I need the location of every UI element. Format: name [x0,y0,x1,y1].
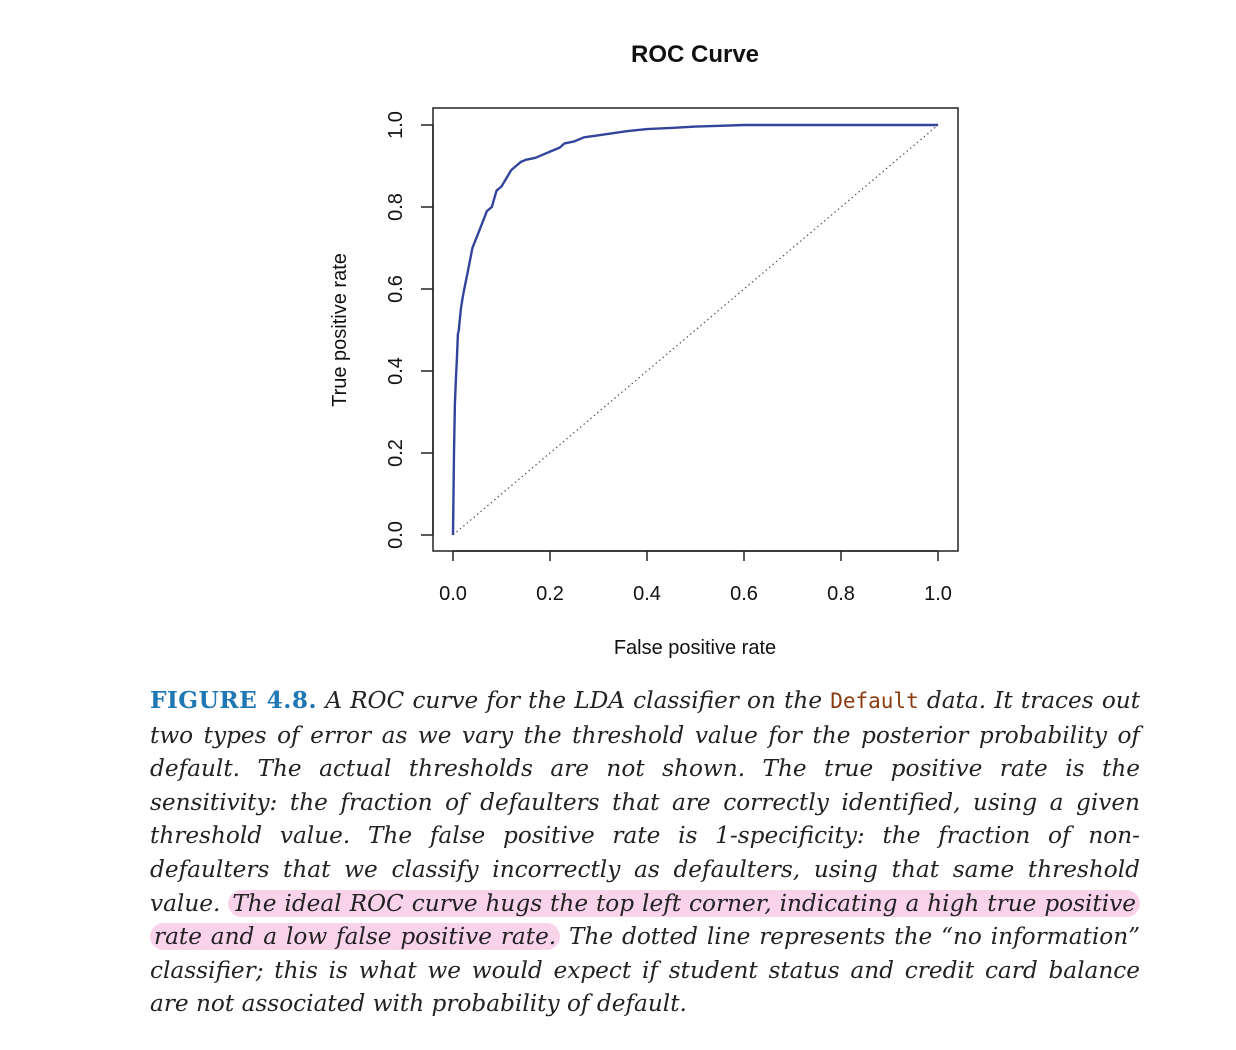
caption-text-2: data. It traces out two types of error a… [150,687,1141,917]
x-axis: 0.0 0.2 0.4 0.6 0.8 1.0 [439,550,952,605]
y-tick-label: 0.6 [385,275,407,303]
no-information-line [452,124,939,536]
x-axis-label: False positive rate [614,637,776,659]
y-tick-label: 0.8 [385,193,407,221]
y-tick-label: 0.0 [385,521,407,549]
figure-caption: FIGURE 4.8. A ROC curve for the LDA clas… [150,684,1140,1021]
x-tick-label: 0.8 [827,583,855,605]
caption-text-3: The dotted line represents the “no infor… [150,923,1140,1018]
x-tick-label: 0.4 [633,583,661,605]
y-tick-label: 0.2 [385,439,407,467]
x-tick-label: 0.6 [730,583,758,605]
series-layer [451,123,939,536]
x-tick-label: 0.0 [439,583,467,605]
roc-curve-line [451,123,938,536]
y-axis-label: True positive rate [329,253,351,407]
x-tick-label: 0.2 [536,583,564,605]
y-tick-label: 0.4 [385,357,407,385]
dataset-name: Default [830,689,919,713]
figure-label: FIGURE 4.8. [150,687,318,714]
y-axis: 0.0 0.2 0.4 0.6 0.8 1.0 [385,111,434,549]
caption-text-1: A ROC curve for the LDA classifier on th… [325,687,823,714]
chart-title: ROC Curve [631,41,759,68]
y-tick-label: 1.0 [385,111,407,139]
x-tick-label: 1.0 [924,583,952,605]
roc-chart: ROC Curve 0.0 0.2 0.4 0.6 0.8 1.0 0.00.20.40.… [329,41,959,659]
